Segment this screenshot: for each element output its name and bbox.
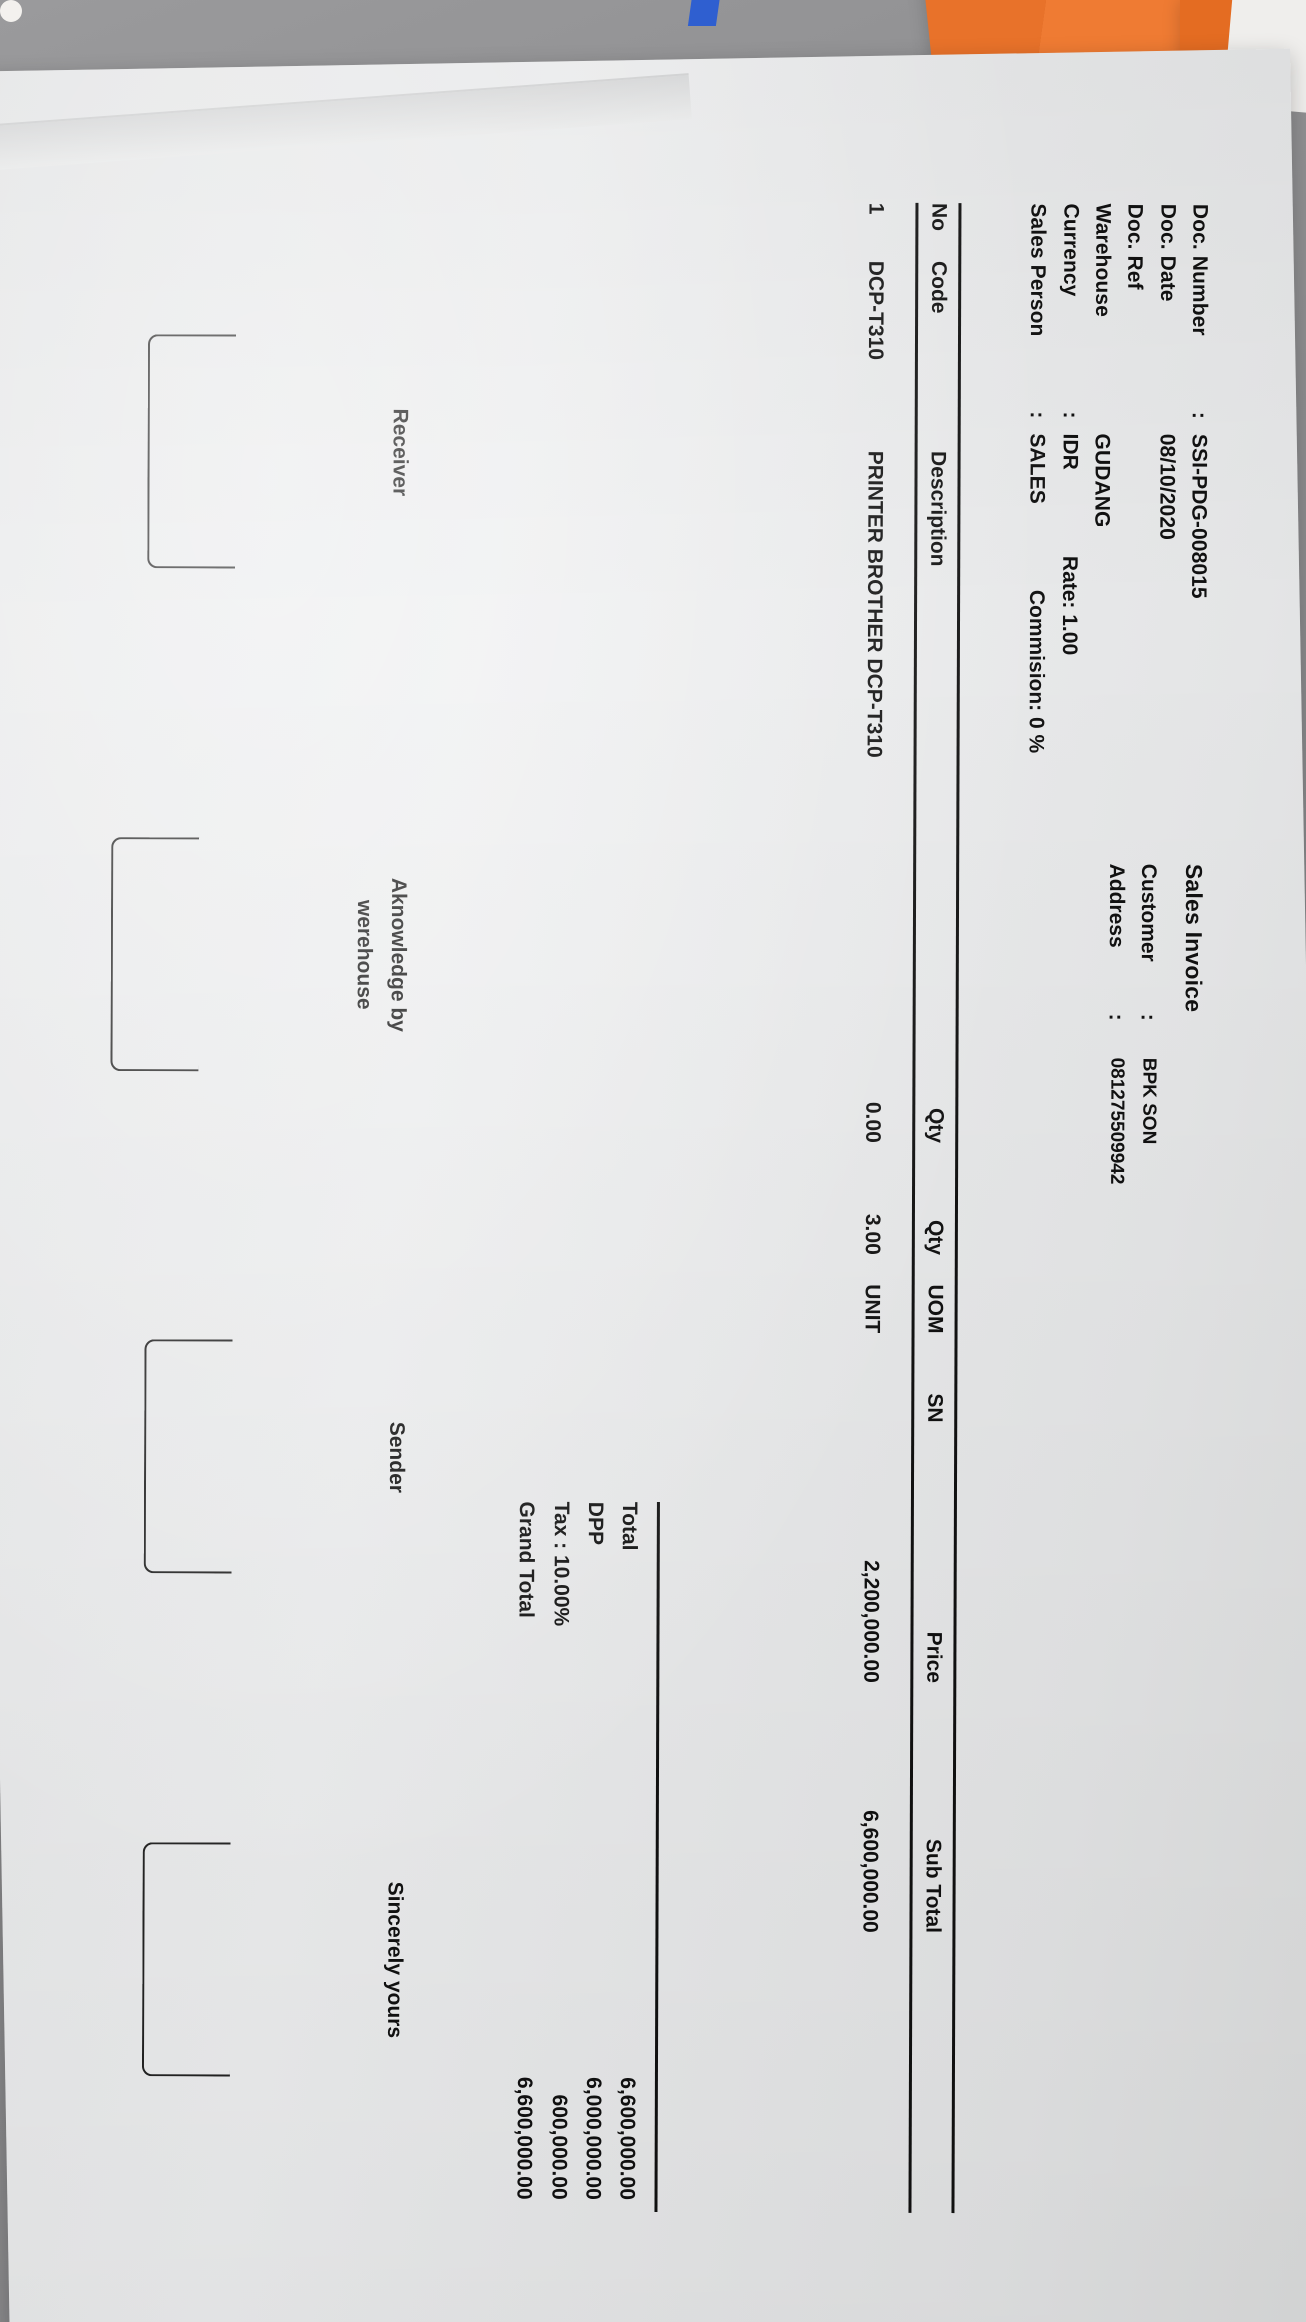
signature-subtitle <box>375 1206 377 1708</box>
field-label: Doc. Ref <box>1123 203 1147 290</box>
total-row-total: Total 6,600,000.00 <box>612 1502 643 2212</box>
cell-description: PRINTER BROTHER DCP-T310 <box>862 450 887 758</box>
total-value: 6,000,000.00 <box>581 2077 605 2200</box>
totals-section: Total 6,600,000.00 DPP 6,000,000.00 Tax … <box>503 202 664 2213</box>
field-warehouse: Warehouse GUDANG <box>1086 204 1117 824</box>
cell-uom: UNIT <box>860 1284 884 1334</box>
signature-subtitle <box>373 1709 375 2211</box>
total-label: DPP <box>583 1501 607 1546</box>
field-label: Currency <box>1058 203 1083 297</box>
field-currency: Currency : IDR Rate: 1.00 <box>1054 203 1085 823</box>
total-value: 6,600,000.00 <box>512 2076 537 2200</box>
column-header-qty2: Qty <box>923 1219 947 1256</box>
field-value: IDR <box>1058 433 1082 470</box>
column-header-code: Code <box>927 260 951 314</box>
customer-address-row: Address : 081275509942 <box>1097 864 1130 2214</box>
invoice-document-rotated: Doc. Number : SSI-PDG-008015 Doc. Date 0… <box>26 108 1274 2292</box>
signature-subtitle: werehouse <box>352 899 376 1010</box>
signature-subtitle <box>378 201 380 703</box>
customer-label: Customer <box>1136 863 1161 962</box>
currency-rate: Rate: 1.00 <box>1057 555 1081 656</box>
signature-aknowledge: Aknowledge by werehouse <box>110 703 412 1207</box>
cell-code: DCP-T310 <box>863 260 887 361</box>
cell-qty1: 0.00 <box>860 1101 884 1143</box>
page-title: Sales Invoice <box>1180 863 1208 1013</box>
field-doc-number: Doc. Number : SSI-PDG-008015 <box>1183 204 1214 824</box>
total-row-tax: Tax : 10.00% 600,000.00 <box>544 1502 575 2212</box>
field-label: Warehouse <box>1091 203 1115 317</box>
column-header-subtotal: Sub Total <box>921 1838 945 1934</box>
total-label: Total <box>618 1501 642 1551</box>
sales-commission: Commision: 0 % <box>1024 589 1049 754</box>
field-colon <box>1120 412 1148 434</box>
field-sales-person: Sales Person : SALES Commision: 0 % <box>1021 203 1052 823</box>
signature-line <box>110 836 200 1072</box>
invoice-paper: Doc. Number : SSI-PDG-008015 Doc. Date 0… <box>0 48 1306 2322</box>
field-colon <box>1152 412 1180 434</box>
customer-name-row: Customer : BPK SON <box>1129 864 1162 2214</box>
customer-name: BPK SON <box>1138 1057 1160 1145</box>
signature-sincerely: Sincerely yours <box>107 1708 409 2212</box>
field-doc-date: Doc. Date 08/10/2020 <box>1151 204 1182 824</box>
field-value: GUDANG <box>1090 433 1114 528</box>
signature-section: Receiver Aknowledge by werehouse Sender <box>107 200 415 2211</box>
address-label: Address <box>1104 863 1128 948</box>
total-label: Tax : 10.00% <box>549 1501 573 1627</box>
field-colon <box>1087 412 1115 434</box>
field-label: Sales Person <box>1026 203 1050 337</box>
column-header-qty1: Qty <box>924 1107 948 1144</box>
signature-title: Sender <box>384 1421 409 1494</box>
table-header-row: No Code Description Qty Qty UOM SN Price… <box>908 202 962 2214</box>
blue-object <box>687 0 721 26</box>
column-header-description: Description <box>926 450 950 567</box>
document-fields: Doc. Number : SSI-PDG-008015 Doc. Date 0… <box>1017 203 1213 824</box>
field-value: SALES <box>1025 433 1049 504</box>
customer-colon: : <box>1136 1013 1160 1021</box>
field-value: SSI-PDG-008015 <box>1187 433 1211 599</box>
customer-block: Sales Invoice Customer : BPK SON Address… <box>1093 824 1212 2214</box>
totals-block: Total 6,600,000.00 DPP 6,000,000.00 Tax … <box>503 1501 661 2213</box>
field-doc-ref: Doc. Ref <box>1118 204 1149 824</box>
column-header-no: No <box>927 202 951 232</box>
cell-qty2: 3.00 <box>860 1213 884 1255</box>
total-label: Grand Total <box>514 1501 539 1618</box>
signature-title: Sincerely yours <box>382 1881 407 2039</box>
address-value: 081275509942 <box>1105 1057 1128 1185</box>
field-value: 08/10/2020 <box>1154 433 1179 540</box>
field-colon: : <box>1026 411 1050 419</box>
column-header-price: Price <box>922 1631 946 1684</box>
field-label: Doc. Number <box>1188 203 1212 336</box>
field-label: Doc. Date <box>1155 203 1180 302</box>
signature-sender: Sender <box>108 1205 410 1709</box>
field-colon: : <box>1187 411 1211 419</box>
signature-line <box>141 1841 231 2077</box>
items-table: No Code Description Qty Qty UOM SN Price… <box>854 202 962 2214</box>
address-colon: : <box>1104 1013 1128 1021</box>
field-colon: : <box>1058 411 1082 419</box>
invoice-header: Doc. Number : SSI-PDG-008015 Doc. Date 0… <box>1012 203 1213 2214</box>
column-header-sn: SN <box>923 1393 947 1423</box>
total-row-grand-total: Grand Total 6,600,000.00 <box>509 1502 540 2212</box>
invoice-document: Doc. Number : SSI-PDG-008015 Doc. Date 0… <box>26 108 1274 2292</box>
total-row-dpp: DPP 6,000,000.00 <box>578 1502 609 2212</box>
column-header-uom: UOM <box>923 1284 947 1334</box>
signature-title: Aknowledge by <box>386 877 410 1032</box>
signature-receiver: Receiver <box>112 200 414 704</box>
signature-line <box>146 334 236 569</box>
signature-line <box>143 1339 233 1574</box>
cell-no: 1 <box>864 202 888 215</box>
total-value: 600,000.00 <box>547 2094 571 2200</box>
orange-object-hole <box>0 0 22 22</box>
table-row: 1 DCP-T310 PRINTER BROTHER DCP-T310 0.00… <box>854 203 915 2213</box>
cell-price: 2,200,000.00 <box>858 1560 883 1683</box>
total-value: 6,600,000.00 <box>615 2077 640 2200</box>
signature-title: Receiver <box>388 408 412 497</box>
cell-subtotal: 6,600,000.00 <box>858 1810 882 1933</box>
